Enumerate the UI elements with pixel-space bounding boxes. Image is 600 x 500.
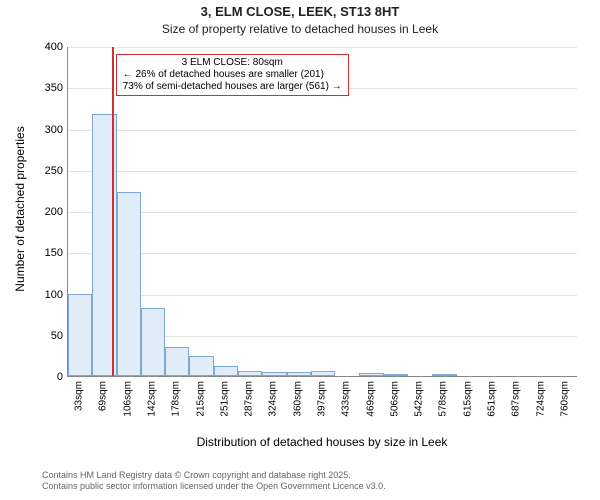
y-tick-label: 300	[0, 124, 63, 136]
x-tick-label: 687sqm	[511, 381, 522, 417]
histogram-bar	[359, 373, 383, 376]
x-tick-label: 506sqm	[389, 381, 400, 417]
x-tick-label: 542sqm	[414, 381, 425, 417]
x-tick-label: 142sqm	[147, 381, 158, 417]
histogram-bar	[117, 192, 141, 376]
x-tick-label: 178sqm	[171, 381, 182, 417]
annotation-line-1: 3 ELM CLOSE: 80sqm	[123, 57, 342, 69]
x-axis-label: Distribution of detached houses by size …	[67, 435, 577, 449]
x-tick-label: 69sqm	[98, 381, 109, 411]
y-tick-label: 150	[0, 247, 63, 259]
y-tick-label: 350	[0, 82, 63, 94]
x-tick-label: 469sqm	[365, 381, 376, 417]
property-marker-line	[112, 47, 114, 376]
histogram-bar	[432, 374, 456, 376]
annotation-line-2: ← 26% of detached houses are smaller (20…	[123, 69, 342, 81]
histogram-bar	[287, 372, 311, 376]
grid-line	[68, 253, 577, 254]
grid-line	[68, 295, 577, 296]
grid-line	[68, 171, 577, 172]
y-tick-label: 100	[0, 289, 63, 301]
histogram-bar	[214, 366, 238, 376]
attribution-footer: Contains HM Land Registry data © Crown c…	[42, 470, 386, 492]
footer-line-1: Contains HM Land Registry data © Crown c…	[42, 470, 386, 481]
page-title: 3, ELM CLOSE, LEEK, ST13 8HT	[0, 4, 600, 19]
x-tick-label: 433sqm	[341, 381, 352, 417]
x-tick-label: 578sqm	[438, 381, 449, 417]
annotation-box: 3 ELM CLOSE: 80sqm← 26% of detached hous…	[116, 54, 349, 96]
chart-plot-area: 3 ELM CLOSE: 80sqm← 26% of detached hous…	[67, 47, 577, 377]
histogram-bar	[141, 308, 165, 376]
x-tick-label: 106sqm	[122, 381, 133, 417]
histogram-bar	[68, 294, 92, 377]
grid-line	[68, 212, 577, 213]
histogram-bar	[165, 347, 189, 376]
y-tick-label: 50	[0, 330, 63, 342]
x-tick-label: 215sqm	[195, 381, 206, 417]
histogram-bar	[384, 374, 408, 376]
x-tick-label: 324sqm	[268, 381, 279, 417]
x-tick-label: 33sqm	[74, 381, 85, 411]
y-tick-label: 200	[0, 206, 63, 218]
x-tick-label: 651sqm	[487, 381, 498, 417]
histogram-bar	[189, 356, 213, 376]
histogram-bar	[238, 371, 262, 376]
grid-line	[68, 47, 577, 48]
grid-line	[68, 130, 577, 131]
x-tick-label: 360sqm	[292, 381, 303, 417]
histogram-bar	[262, 372, 286, 376]
x-tick-label: 760sqm	[559, 381, 570, 417]
page-subtitle: Size of property relative to detached ho…	[0, 22, 600, 36]
x-tick-label: 615sqm	[462, 381, 473, 417]
y-tick-label: 0	[0, 371, 63, 383]
x-tick-label: 724sqm	[535, 381, 546, 417]
x-tick-label: 397sqm	[317, 381, 328, 417]
footer-line-2: Contains public sector information licen…	[42, 481, 386, 492]
x-tick-label: 251sqm	[219, 381, 230, 417]
histogram-bar	[311, 371, 335, 376]
annotation-line-3: 73% of semi-detached houses are larger (…	[123, 81, 342, 93]
y-tick-label: 400	[0, 41, 63, 53]
y-axis-ticks: 050100150200250300350400	[0, 47, 67, 377]
x-axis-ticks: 33sqm 69sqm 106sqm 142sqm 178sqm 215sqm 251sqm…	[67, 381, 577, 441]
y-tick-label: 250	[0, 165, 63, 177]
x-tick-label: 287sqm	[244, 381, 255, 417]
